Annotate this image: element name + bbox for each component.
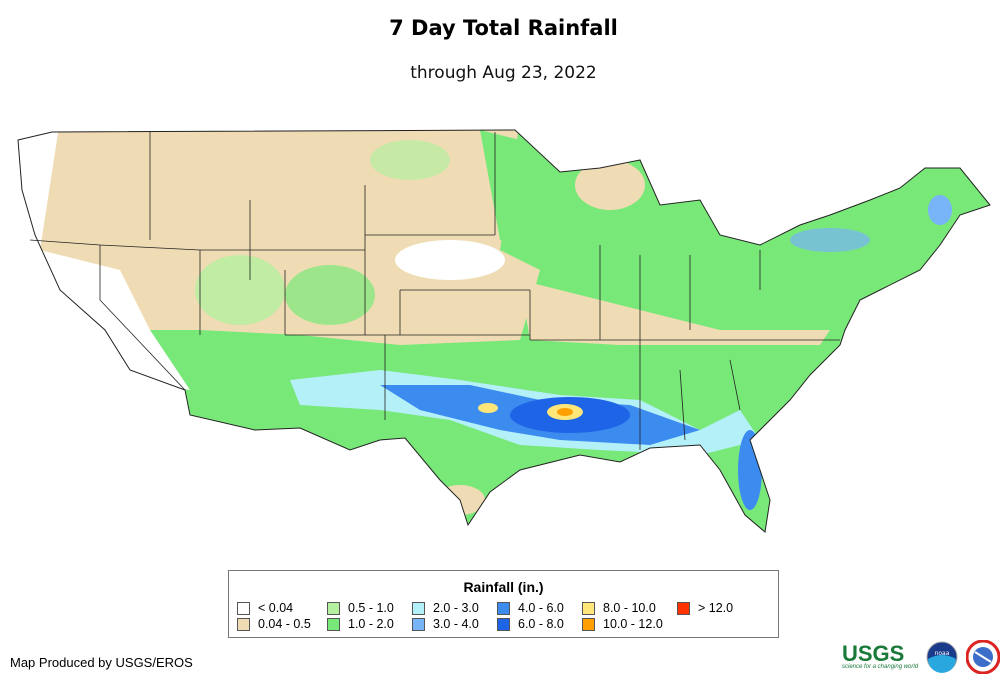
state-borders: [29, 132, 840, 450]
legend-item: 10.0 - 12.0: [582, 617, 663, 631]
legend-swatch: [412, 617, 425, 631]
legend-label: 3.0 - 4.0: [433, 617, 479, 631]
legend-swatch: [237, 617, 250, 631]
legend-swatch: [677, 601, 690, 615]
legend-swatch: [327, 617, 340, 631]
legend-label: > 12.0: [698, 601, 734, 615]
agency-logos: USGS science for a changing world noaa: [842, 640, 1001, 674]
legend-swatch: [327, 601, 340, 615]
legend-swatch: [497, 617, 510, 631]
legend-label: 6.0 - 8.0: [518, 617, 564, 631]
legend-label: 4.0 - 6.0: [518, 601, 564, 615]
legend-swatch: [497, 601, 510, 615]
legend-item: 2.0 - 3.0: [412, 601, 479, 615]
legend-item: 0.5 - 1.0: [327, 601, 394, 615]
legend-label: 10.0 - 12.0: [603, 617, 663, 631]
legend-swatch: [582, 601, 595, 615]
legend-item: 6.0 - 8.0: [497, 617, 564, 631]
legend-item: 3.0 - 4.0: [412, 617, 479, 631]
legend-item: > 12.0: [677, 601, 733, 615]
legend-label: 8.0 - 10.0: [603, 601, 656, 615]
nws-logo: [966, 640, 1001, 674]
usgs-logo: USGS science for a changing world: [842, 640, 919, 670]
legend-item: 1.0 - 2.0: [327, 617, 394, 631]
credit-text: Map Produced by USGS/EROS: [10, 655, 193, 670]
rainfall-fill: [18, 130, 990, 532]
map-subtitle: through Aug 23, 2022: [410, 63, 597, 83]
svg-text:noaa: noaa: [935, 650, 950, 657]
legend-label: 2.0 - 3.0: [433, 601, 479, 615]
legend-item: < 0.04: [237, 601, 293, 615]
legend-swatch: [237, 601, 250, 615]
legend-item: 0.04 - 0.5: [237, 617, 311, 631]
conus-rainfall-map: [17, 129, 991, 533]
legend-label: 0.5 - 1.0: [348, 601, 394, 615]
legend-label: 1.0 - 2.0: [348, 617, 394, 631]
legend-label: 0.04 - 0.5: [258, 617, 311, 631]
legend-item: 8.0 - 10.0: [582, 601, 656, 615]
legend-label: < 0.04: [258, 601, 294, 615]
legend-item: 4.0 - 6.0: [497, 601, 564, 615]
noaa-logo: noaa: [926, 641, 958, 673]
legend-title: Rainfall (in.): [463, 579, 544, 595]
map-title: 7 Day Total Rainfall: [389, 16, 618, 40]
legend: Rainfall (in.) < 0.04 0.04 - 0.5 0.5 - 1.0…: [228, 570, 779, 638]
legend-swatch: [412, 601, 425, 615]
legend-swatch: [582, 617, 595, 631]
